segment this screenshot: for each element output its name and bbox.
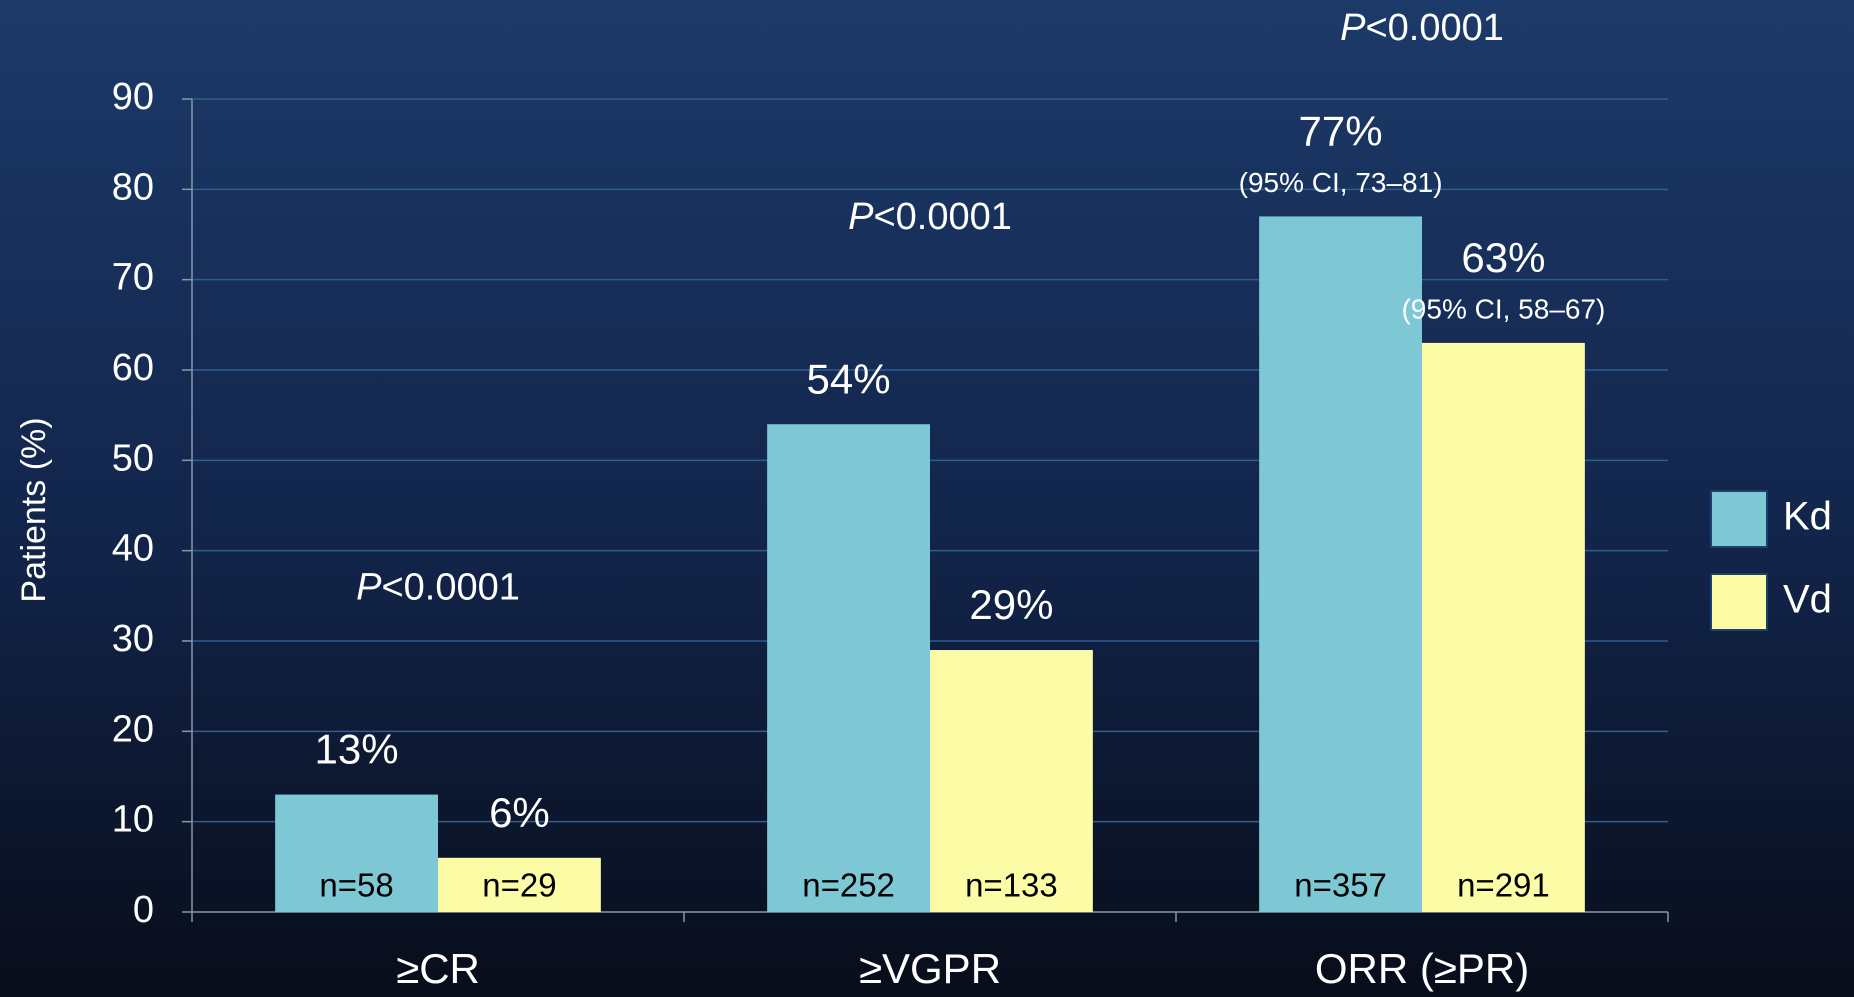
p-value: <0.0001: [873, 196, 1011, 238]
y-tick-label: 20: [112, 708, 154, 750]
n-label: n=252: [802, 867, 895, 904]
n-label: n=29: [482, 867, 556, 904]
bar: [438, 857, 601, 912]
n-label: n=133: [965, 867, 1058, 904]
legend-label: Vd: [1783, 578, 1832, 622]
y-tick-label: 50: [112, 437, 154, 479]
p-symbol: P: [848, 196, 874, 238]
legend-swatch: [1710, 490, 1768, 548]
n-label: n=291: [1457, 867, 1550, 904]
y-tick-label: 10: [112, 799, 154, 841]
p-symbol: P: [356, 567, 382, 609]
x-tick-label: ≥CR: [396, 945, 480, 992]
n-label: n=58: [319, 867, 393, 904]
n-label: n=357: [1294, 867, 1387, 904]
y-tick-label: 40: [112, 528, 154, 570]
bar: [930, 650, 1093, 912]
ci-label: (95% CI, 58–67): [1401, 293, 1605, 324]
x-tick-label: ORR (≥PR): [1315, 945, 1529, 992]
legend-swatch: [1710, 573, 1768, 631]
p-value-annotation: P<0.0001: [1340, 7, 1504, 49]
value-label: 13%: [315, 726, 399, 773]
p-value-annotation: P<0.0001: [848, 196, 1012, 238]
bar: [1422, 342, 1585, 912]
p-value-annotation: P<0.0001: [356, 567, 520, 609]
value-label: 29%: [969, 581, 1053, 628]
p-symbol: P: [1340, 7, 1366, 49]
y-tick-label: 30: [112, 618, 154, 660]
value-label: 6%: [489, 789, 550, 836]
value-label: 54%: [807, 355, 891, 402]
y-tick-label: 70: [112, 257, 154, 299]
y-tick-label: 90: [112, 76, 154, 118]
legend-label: Kd: [1783, 495, 1832, 539]
y-axis-label: Patients (%): [15, 417, 53, 602]
x-tick-label: ≥VGPR: [859, 945, 1001, 992]
ci-label: (95% CI, 73–81): [1239, 167, 1443, 198]
p-value: <0.0001: [1365, 7, 1503, 49]
y-tick-label: 80: [112, 166, 154, 208]
value-label: 77%: [1299, 108, 1383, 155]
bar: [275, 794, 438, 912]
p-value: <0.0001: [381, 567, 519, 609]
value-label: 63%: [1461, 234, 1545, 281]
bar: [1259, 216, 1422, 912]
bar: [767, 424, 930, 912]
y-tick-label: 0: [133, 889, 154, 931]
y-tick-label: 60: [112, 347, 154, 389]
